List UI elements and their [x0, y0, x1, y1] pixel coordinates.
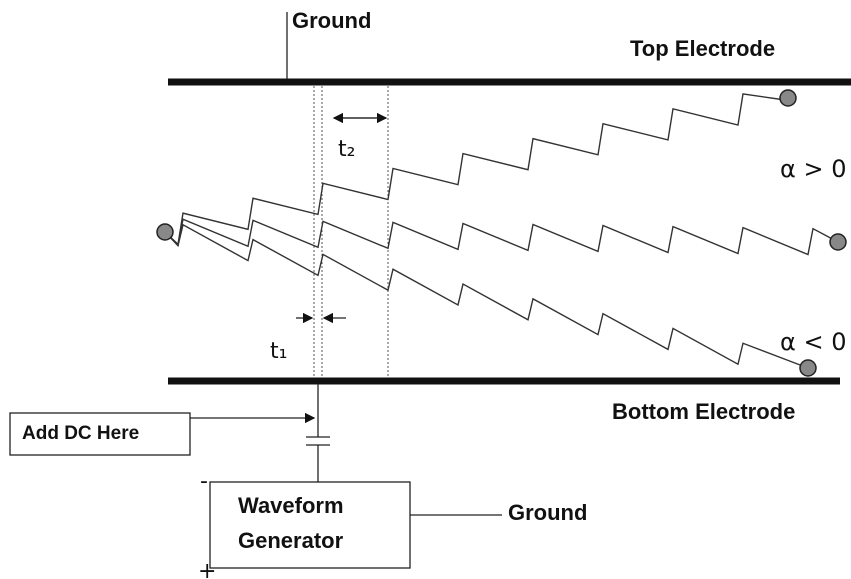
particle	[156, 223, 174, 241]
generator-label: Waveform	[238, 493, 344, 518]
particle	[799, 359, 817, 377]
alpha-negative: α < 0	[780, 328, 846, 356]
particle-path	[164, 93, 786, 246]
t1-label: t₁	[270, 339, 287, 364]
top-electrode-label: Top Electrode	[630, 36, 775, 61]
particle-path	[164, 223, 809, 369]
particle	[829, 233, 847, 251]
alpha-positive: α > 0	[780, 155, 846, 183]
generator-label: Generator	[238, 528, 344, 553]
particle-path	[164, 218, 839, 256]
add-dc-label: Add DC Here	[22, 423, 139, 444]
generator-box	[209, 481, 411, 569]
t2-label: t₂	[338, 137, 355, 162]
add-dc-box	[9, 412, 191, 456]
plus-sign: +	[198, 559, 216, 579]
ground-label: Ground	[508, 500, 587, 525]
minus-sign: -	[200, 469, 208, 494]
particle	[779, 89, 797, 107]
ground-label: Ground	[292, 8, 371, 33]
bottom-electrode-label: Bottom Electrode	[612, 399, 795, 424]
